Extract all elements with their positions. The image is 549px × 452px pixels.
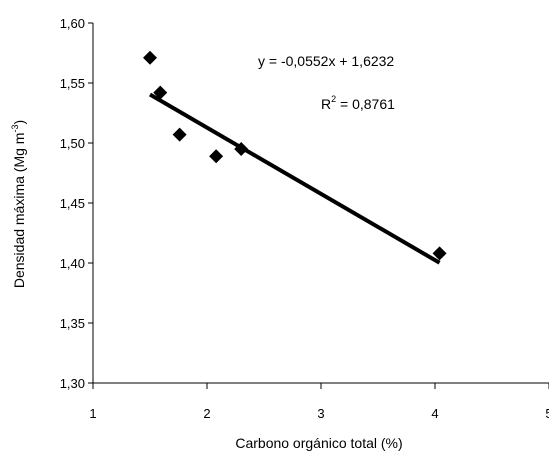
data-point-diamond [153, 85, 168, 100]
x-tick-label: 4 [431, 406, 438, 421]
y-tick-label: 1,45 [60, 196, 85, 211]
y-tick-label: 1,60 [60, 16, 85, 31]
x-tick-label: 1 [89, 406, 96, 421]
y-tick-label: 1,50 [60, 136, 85, 151]
x-ticks: 1 2 3 4 5 [89, 383, 549, 421]
data-points [143, 50, 447, 261]
data-point-diamond [209, 149, 224, 164]
trendline-group [148, 92, 441, 265]
y-axis-title: Densidad máxima (Mg m-3) [10, 120, 27, 288]
y-tick-label: 1,35 [60, 316, 85, 331]
y-tick-label: 1,55 [60, 76, 85, 91]
data-point-diamond [172, 127, 187, 142]
r-squared-label: R2 = 0,8761 [321, 94, 395, 112]
trendline [148, 92, 441, 265]
trendline-equation: y = -0,0552x + 1,6232 [258, 53, 394, 69]
y-ticks: 1,30 1,35 1,40 1,45 1,50 1,55 1,60 [60, 16, 93, 391]
x-tick-label: 3 [317, 406, 324, 421]
data-point-diamond [143, 50, 157, 65]
x-tick-label: 2 [203, 406, 210, 421]
y-tick-label: 1,40 [60, 256, 85, 271]
data-point-diamond [234, 142, 249, 156]
x-axis-title: Carbono orgánico total (%) [235, 435, 402, 451]
axes [92, 23, 549, 384]
x-tick-label: 5 [545, 406, 549, 421]
data-point-diamond [432, 246, 447, 261]
y-tick-label: 1,30 [60, 376, 85, 391]
